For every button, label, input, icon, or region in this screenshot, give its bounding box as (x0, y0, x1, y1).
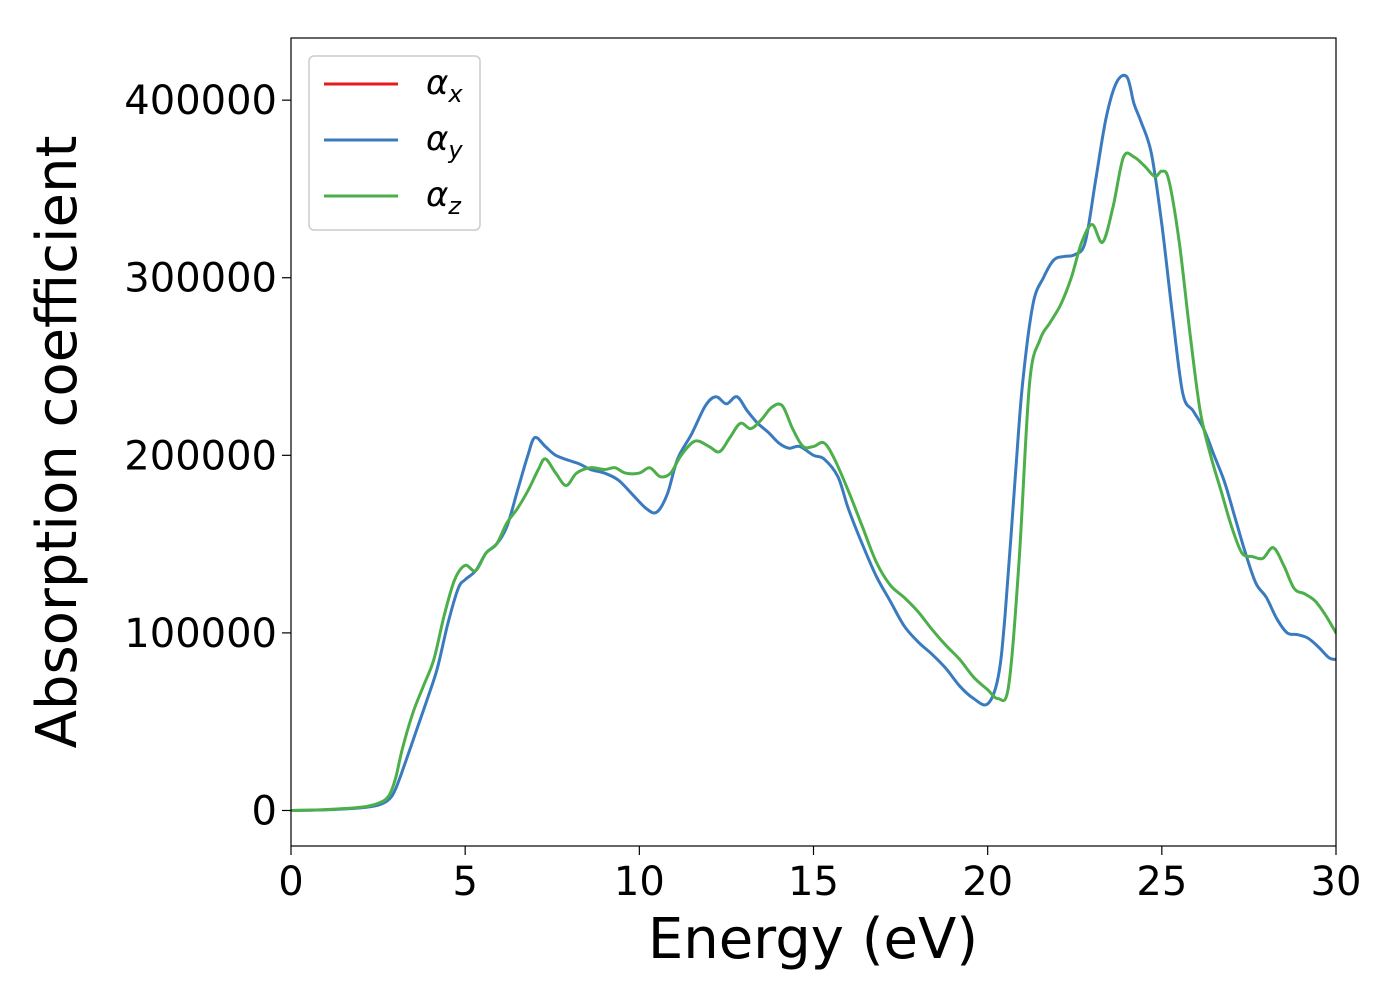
legend-box (308, 55, 481, 231)
x-tick-label: 0 (278, 859, 303, 905)
x-tick-label: 5 (452, 859, 477, 905)
legend-label-x: αx (426, 63, 463, 108)
x-tick-label: 20 (962, 859, 1013, 905)
y-tick-label: 400000 (124, 78, 277, 124)
x-tick-label: 15 (788, 859, 839, 905)
y-tick-label: 300000 (124, 256, 277, 302)
x-tick-label: 30 (1311, 859, 1362, 905)
series-line-z (291, 151, 1336, 812)
y-axis-label: Absorption coefficient (25, 136, 90, 749)
x-axis-label: Energy (eV) (648, 907, 978, 972)
y-tick-label: 0 (252, 788, 277, 834)
legend: αx αy αz (308, 55, 481, 231)
y-axis: 0 100000 200000 300000 400000 (124, 78, 291, 834)
series-layer (291, 73, 1336, 812)
legend-label-z: αz (426, 175, 462, 220)
y-tick-label: 200000 (124, 433, 277, 479)
y-tick-label: 100000 (124, 611, 277, 657)
legend-label-y: αy (426, 119, 463, 164)
x-axis: 0 5 10 15 20 25 30 (278, 846, 1361, 905)
x-tick-label: 10 (614, 859, 665, 905)
x-tick-label: 25 (1136, 859, 1187, 905)
